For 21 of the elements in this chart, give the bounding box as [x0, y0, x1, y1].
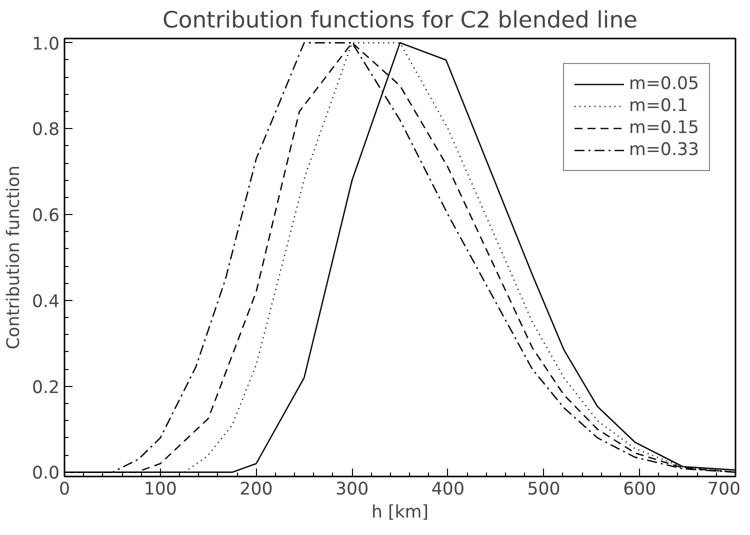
x-tick-label: 500 [527, 480, 560, 500]
y-tick-label: 1.0 [32, 34, 60, 54]
legend-label: m=0.15 [629, 118, 699, 138]
legend-label: m=0.05 [629, 74, 699, 94]
y-axis-title: Contribution function [4, 166, 24, 350]
x-tick-label: 100 [144, 480, 177, 500]
legend-label: m=0.1 [629, 96, 688, 116]
y-tick-label: 0.6 [32, 206, 60, 226]
x-tick-label: 400 [431, 480, 464, 500]
x-tick-label: 600 [623, 480, 656, 500]
x-tick-label: 300 [336, 480, 369, 500]
legend-label: m=0.33 [629, 140, 699, 160]
x-tick-label: 200 [240, 480, 273, 500]
x-tick-label: 0 [58, 480, 70, 500]
y-tick-label: 0.2 [32, 378, 60, 398]
x-axis-title: h [km] [372, 502, 428, 522]
x-tick-label: 700 [707, 480, 741, 500]
y-tick-label: 0.0 [32, 464, 60, 484]
y-tick-label: 0.4 [32, 292, 60, 312]
y-tick-label: 0.8 [32, 120, 60, 140]
chart-title: Contribution functions for C2 blended line [162, 8, 638, 34]
